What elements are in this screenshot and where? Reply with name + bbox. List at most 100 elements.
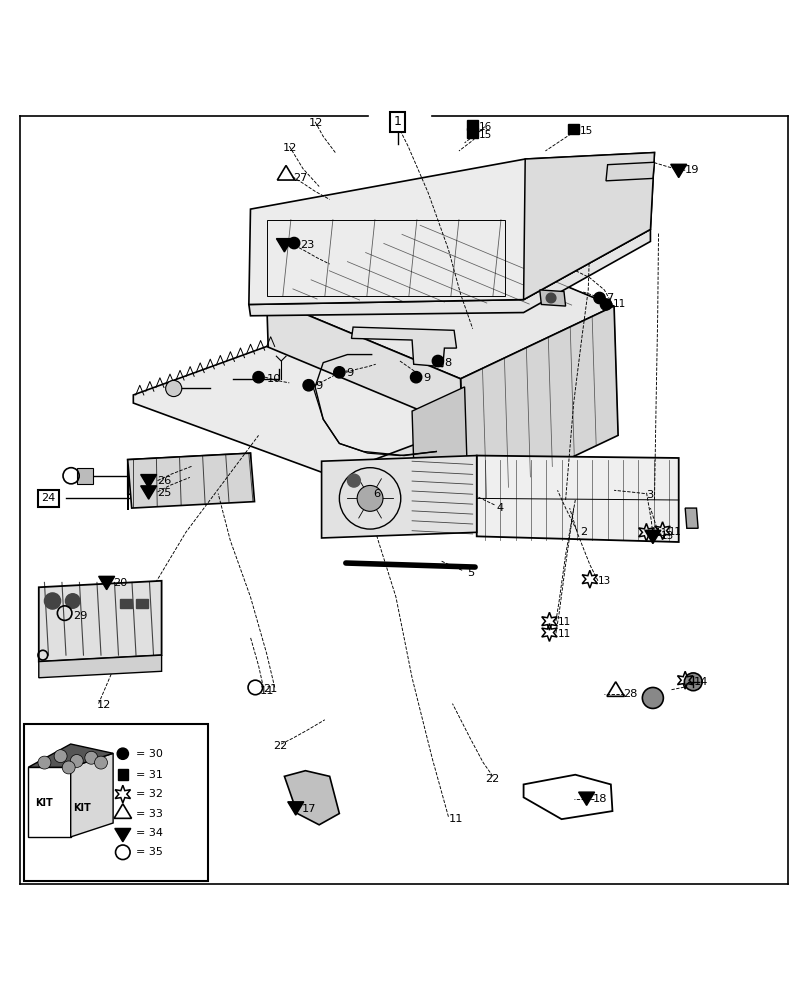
Text: 6: 6 <box>373 489 381 499</box>
Text: 8: 8 <box>444 358 452 368</box>
Text: = 34: = 34 <box>136 828 162 838</box>
Polygon shape <box>267 298 465 508</box>
Text: 11: 11 <box>669 527 682 537</box>
Polygon shape <box>77 468 93 484</box>
Text: 13: 13 <box>598 576 611 586</box>
Text: 12: 12 <box>283 143 297 153</box>
Polygon shape <box>70 753 113 837</box>
Polygon shape <box>461 306 618 508</box>
Bar <box>467 120 478 130</box>
Circle shape <box>70 755 83 767</box>
Polygon shape <box>284 771 339 825</box>
Text: 3: 3 <box>646 490 654 500</box>
Text: 11: 11 <box>260 686 275 696</box>
Text: KIT: KIT <box>35 798 53 808</box>
Circle shape <box>410 372 422 383</box>
Text: 18: 18 <box>593 794 608 804</box>
Circle shape <box>38 756 51 769</box>
Text: 23: 23 <box>301 240 315 250</box>
Text: 20: 20 <box>113 578 128 588</box>
Text: = 35: = 35 <box>136 847 162 857</box>
Circle shape <box>303 380 314 391</box>
Bar <box>267 220 505 296</box>
Polygon shape <box>133 346 461 476</box>
Circle shape <box>85 751 98 764</box>
Text: 7: 7 <box>606 293 613 303</box>
Polygon shape <box>39 655 162 678</box>
Circle shape <box>62 761 75 774</box>
Text: 9: 9 <box>423 373 431 383</box>
Text: 5: 5 <box>467 568 474 578</box>
Text: 4: 4 <box>497 503 504 513</box>
Polygon shape <box>115 828 131 842</box>
Polygon shape <box>141 475 157 488</box>
Polygon shape <box>28 744 113 767</box>
Circle shape <box>546 293 556 303</box>
Text: 10: 10 <box>267 374 281 384</box>
Text: = 32: = 32 <box>136 789 162 799</box>
Polygon shape <box>540 290 566 306</box>
Polygon shape <box>524 153 654 300</box>
Polygon shape <box>645 530 661 544</box>
Polygon shape <box>412 387 467 488</box>
Polygon shape <box>276 239 292 252</box>
Polygon shape <box>322 456 477 538</box>
Text: 15: 15 <box>580 126 593 136</box>
Text: 15: 15 <box>479 130 492 140</box>
Text: 11: 11 <box>449 814 464 824</box>
Text: 11: 11 <box>612 299 625 309</box>
Text: 14: 14 <box>693 677 708 687</box>
Circle shape <box>685 674 701 690</box>
Circle shape <box>288 237 300 249</box>
Text: 9: 9 <box>346 368 353 378</box>
Text: 11: 11 <box>558 617 570 627</box>
Polygon shape <box>351 327 457 367</box>
Bar <box>136 599 148 608</box>
Bar <box>467 128 478 138</box>
Polygon shape <box>288 802 304 815</box>
Circle shape <box>643 688 663 708</box>
Text: KIT: KIT <box>74 803 91 813</box>
Polygon shape <box>671 164 687 178</box>
Circle shape <box>166 380 182 397</box>
Circle shape <box>432 355 444 367</box>
Bar <box>24 724 208 881</box>
Polygon shape <box>141 486 157 499</box>
Text: 28: 28 <box>623 689 638 699</box>
Text: 12: 12 <box>97 700 112 710</box>
Circle shape <box>54 750 67 763</box>
Polygon shape <box>99 576 115 590</box>
Circle shape <box>65 594 80 608</box>
Text: = 33: = 33 <box>136 809 162 819</box>
Polygon shape <box>579 792 595 805</box>
Polygon shape <box>128 453 255 508</box>
Circle shape <box>95 756 107 769</box>
Text: 22: 22 <box>485 774 499 784</box>
Polygon shape <box>128 453 250 494</box>
Polygon shape <box>685 508 698 528</box>
Circle shape <box>594 292 605 304</box>
Text: 22: 22 <box>273 741 288 751</box>
Polygon shape <box>606 162 654 181</box>
Circle shape <box>44 593 61 609</box>
Text: 11: 11 <box>654 528 667 538</box>
Circle shape <box>117 748 128 759</box>
Polygon shape <box>249 153 654 304</box>
Circle shape <box>334 367 345 378</box>
Text: 19: 19 <box>685 165 700 175</box>
Text: 29: 29 <box>73 611 87 621</box>
Bar <box>118 769 128 780</box>
Text: 25: 25 <box>157 488 171 498</box>
Text: 12: 12 <box>309 118 323 128</box>
Text: 11: 11 <box>558 629 570 639</box>
Polygon shape <box>249 229 650 316</box>
Text: = 30: = 30 <box>136 749 162 759</box>
Text: = 31: = 31 <box>136 770 162 780</box>
Text: 21: 21 <box>263 684 278 694</box>
Bar <box>120 599 132 608</box>
Circle shape <box>357 485 383 511</box>
Circle shape <box>253 372 264 383</box>
Text: 2: 2 <box>580 527 587 537</box>
Text: 16: 16 <box>479 122 492 132</box>
Circle shape <box>600 299 612 310</box>
